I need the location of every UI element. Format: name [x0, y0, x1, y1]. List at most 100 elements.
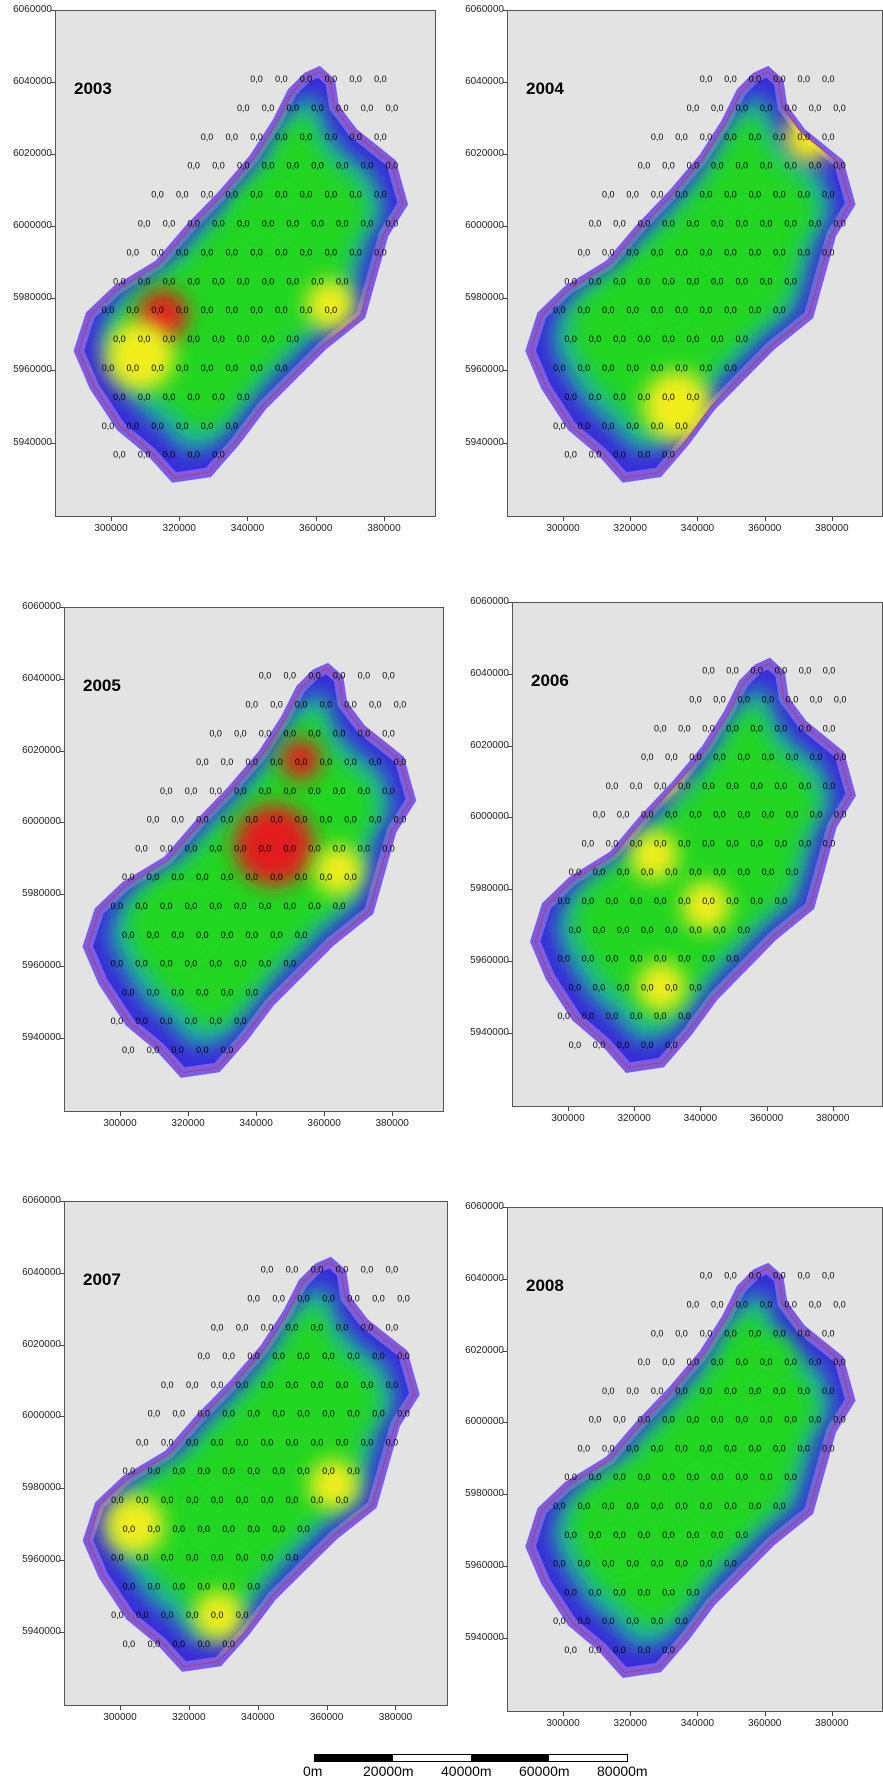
y-tick-label: 6040000 [465, 1272, 504, 1284]
sample-value: 0,0 [234, 728, 247, 738]
sample-value: 0,0 [760, 1415, 773, 1425]
sample-value: 0,0 [736, 1300, 749, 1310]
hot-spot [235, 183, 296, 245]
sample-value: 0,0 [147, 1045, 160, 1055]
sample-value: 0,0 [311, 103, 324, 113]
sample-value: 0,0 [638, 161, 651, 171]
y-tick-mark [51, 370, 55, 372]
sample-value: 0,0 [651, 1501, 664, 1511]
sample-value: 0,0 [147, 815, 160, 825]
x-tick-label: 300000 [551, 1113, 585, 1124]
y-tick-label: 6020000 [470, 739, 509, 751]
sample-value: 0,0 [287, 103, 300, 113]
sample-value: 0,0 [211, 1553, 224, 1563]
sample-value: 0,0 [558, 954, 571, 964]
sample-value: 0,0 [135, 1016, 148, 1026]
sample-value: 0,0 [222, 1351, 235, 1361]
sample-value: 0,0 [211, 1322, 224, 1332]
sample-value: 0,0 [589, 1645, 602, 1655]
x-tick-mark [630, 1712, 632, 1716]
sample-value: 0,0 [226, 132, 239, 142]
y-tick-label: 6040000 [13, 76, 52, 88]
y-tick-mark [508, 817, 512, 819]
sample-value: 0,0 [333, 728, 346, 738]
sample-value: 0,0 [111, 901, 124, 911]
sample-value: 0,0 [569, 925, 582, 935]
x-tick-label: 300000 [103, 1118, 137, 1129]
sample-value: 0,0 [311, 1380, 324, 1390]
contour-band [572, 706, 819, 1022]
x-tick-label: 380000 [375, 1118, 409, 1129]
sample-value: 0,0 [822, 132, 835, 142]
sample-value: 0,0 [236, 1437, 249, 1447]
sample-value: 0,0 [687, 1587, 700, 1597]
sample-value: 0,0 [286, 1495, 299, 1505]
sample-value: 0,0 [187, 219, 200, 229]
map-frame: 0,0 0,0 0,0 0,0 0,0 0,0 0,0 0,0 0,0 0,0 0,0 0,0 0,0 0… [512, 602, 883, 1107]
sample-value: 0,0 [626, 1501, 639, 1511]
sample-value: 0,0 [361, 1437, 374, 1447]
sample-value: 0,0 [724, 247, 737, 257]
sample-value: 0,0 [662, 334, 675, 344]
sample-value: 0,0 [711, 1530, 724, 1540]
sample-value: 0,0 [578, 247, 591, 257]
sample-value: 0,0 [262, 334, 275, 344]
sample-value: 0,0 [700, 305, 713, 315]
sample-value: 0,0 [762, 695, 775, 705]
sample-value: 0,0 [700, 1559, 713, 1569]
sample-value: 0,0 [286, 1553, 299, 1563]
hot-spot [104, 1494, 165, 1556]
hot-spot [629, 830, 679, 881]
sample-value: 0,0 [638, 276, 651, 286]
sample-value: 0,0 [689, 982, 702, 992]
y-tick-label: 6060000 [22, 1195, 61, 1206]
sample-value: 0,0 [809, 161, 822, 171]
sample-value: 0,0 [675, 1559, 688, 1569]
sample-value: 0,0 [799, 838, 812, 848]
sample-value: 0,0 [700, 1386, 713, 1396]
sample-value: 0,0 [259, 959, 272, 969]
sample-value: 0,0 [809, 219, 822, 229]
sample-value: 0,0 [626, 190, 639, 200]
sample-value: 0,0 [749, 305, 762, 315]
sample-value: 0,0 [613, 1530, 626, 1540]
sample-value: 0,0 [662, 392, 675, 402]
sample-value: 0,0 [810, 695, 823, 705]
sample-value: 0,0 [589, 1415, 602, 1425]
sample-value: 0,0 [259, 786, 272, 796]
sample-value: 0,0 [736, 103, 749, 113]
sample-value: 0,0 [173, 1524, 186, 1534]
sample-value: 0,0 [234, 959, 247, 969]
sample-value: 0,0 [196, 757, 209, 767]
panel-year-label: 2008 [526, 1276, 564, 1295]
sample-value: 0,0 [724, 305, 737, 315]
sample-value: 0,0 [308, 901, 321, 911]
sample-value: 0,0 [171, 987, 184, 997]
sample-value: 0,0 [127, 363, 140, 373]
sample-value: 0,0 [325, 247, 338, 257]
sample-value: 0,0 [773, 74, 786, 84]
sample-value: 0,0 [176, 190, 189, 200]
sample-value: 0,0 [700, 190, 713, 200]
sample-value: 0,0 [226, 363, 239, 373]
lake-boundary [87, 668, 412, 1074]
sample-value: 0,0 [187, 276, 200, 286]
sample-value: 0,0 [662, 450, 675, 460]
sample-value: 0,0 [212, 161, 225, 171]
sample-value: 0,0 [784, 1415, 797, 1425]
sample-value: 0,0 [272, 1524, 285, 1534]
sample-value: 0,0 [275, 305, 288, 315]
sample-value: 0,0 [322, 1466, 335, 1476]
sample-value: 0,0 [147, 872, 160, 882]
sample-value: 0,0 [272, 1466, 285, 1476]
sample-value: 0,0 [111, 1495, 124, 1505]
scale-label-0: 0m [303, 1763, 323, 1779]
sample-value: 0,0 [564, 392, 577, 402]
sample-value: 0,0 [212, 334, 225, 344]
hot-spot [105, 320, 175, 392]
sample-value: 0,0 [809, 1300, 822, 1310]
sample-value: 0,0 [237, 161, 250, 171]
sample-value: 0,0 [662, 276, 675, 286]
sample-value: 0,0 [358, 843, 371, 853]
sample-value: 0,0 [397, 1294, 410, 1304]
